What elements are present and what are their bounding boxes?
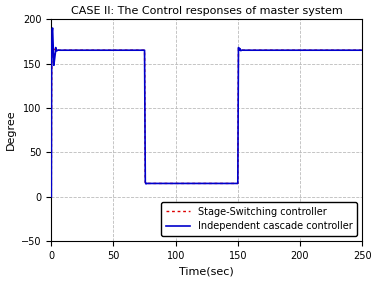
- Stage-Switching controller: [360, 49, 365, 52]
- Independent cascade controller: [51, 32, 55, 35]
- Independent cascade controller: [360, 49, 365, 52]
- Y-axis label: Degree: Degree: [6, 110, 15, 151]
- Stage-Switching controller: [201, 182, 205, 185]
- Independent cascade controller: [343, 49, 348, 52]
- Line: Stage-Switching controller: Stage-Switching controller: [51, 48, 362, 197]
- Independent cascade controller: [110, 49, 115, 52]
- Independent cascade controller: [49, 195, 54, 199]
- Independent cascade controller: [68, 49, 72, 52]
- Independent cascade controller: [62, 49, 66, 52]
- Independent cascade controller: [50, 26, 55, 30]
- Stage-Switching controller: [236, 46, 241, 49]
- Stage-Switching controller: [49, 195, 54, 199]
- Line: Independent cascade controller: Independent cascade controller: [51, 28, 362, 197]
- Title: CASE II: The Control responses of master system: CASE II: The Control responses of master…: [71, 6, 343, 16]
- X-axis label: Time(sec): Time(sec): [179, 266, 234, 276]
- Stage-Switching controller: [51, 52, 55, 56]
- Stage-Switching controller: [62, 49, 66, 52]
- Legend: Stage-Switching controller, Independent cascade controller: Stage-Switching controller, Independent …: [161, 202, 357, 236]
- Independent cascade controller: [201, 182, 205, 185]
- Stage-Switching controller: [67, 49, 72, 52]
- Stage-Switching controller: [343, 49, 348, 52]
- Stage-Switching controller: [110, 49, 115, 52]
